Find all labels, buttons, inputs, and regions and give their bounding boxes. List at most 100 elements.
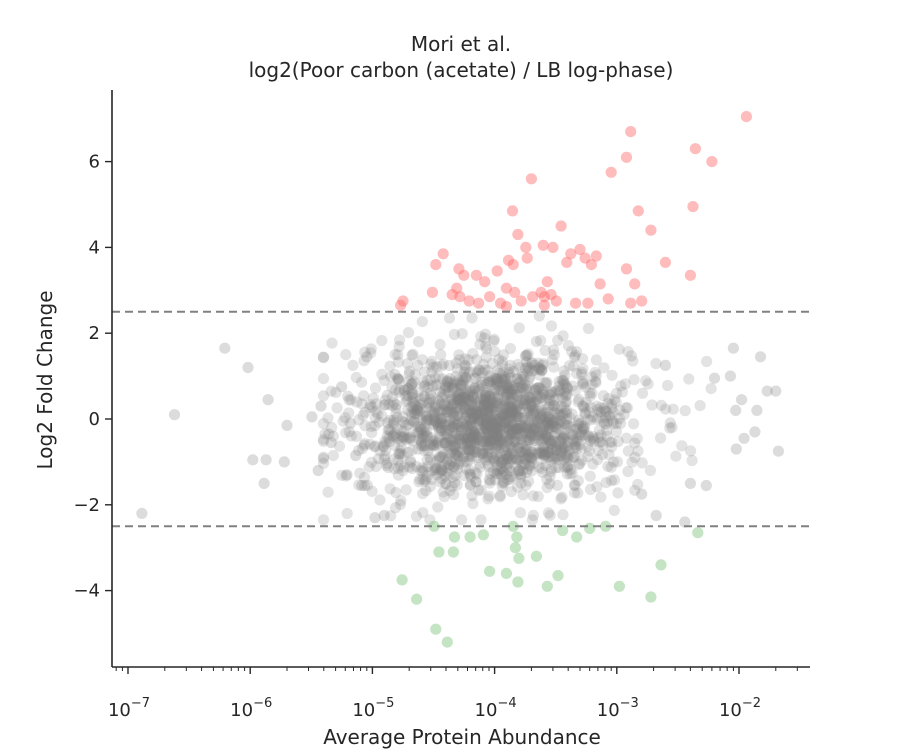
protein-point-neutral xyxy=(515,434,527,446)
protein-point-neutral xyxy=(566,345,578,357)
protein-point-neutral xyxy=(487,426,499,438)
protein-point-neutral xyxy=(344,417,356,429)
protein-point-neutral xyxy=(560,380,572,392)
protein-point-neutral xyxy=(667,403,679,415)
protein-point-down xyxy=(692,527,704,539)
protein-point-neutral xyxy=(477,447,489,459)
protein-point-neutral xyxy=(519,393,531,405)
protein-point-neutral xyxy=(522,348,534,360)
protein-point-neutral xyxy=(468,435,481,447)
protein-point-neutral xyxy=(475,376,487,388)
protein-point-neutral xyxy=(392,349,404,361)
protein-point-neutral xyxy=(566,467,578,479)
protein-point-up xyxy=(507,259,519,271)
protein-point-neutral xyxy=(502,452,514,464)
protein-point-neutral xyxy=(431,361,443,373)
protein-point-neutral xyxy=(470,372,482,384)
protein-point-neutral xyxy=(516,433,528,445)
protein-point-neutral xyxy=(392,356,404,368)
protein-point-neutral xyxy=(490,424,502,436)
protein-point-neutral xyxy=(379,394,391,406)
protein-point-neutral xyxy=(516,459,529,471)
protein-point-neutral xyxy=(505,406,518,418)
protein-point-neutral xyxy=(537,424,549,436)
protein-point-neutral xyxy=(434,431,446,443)
protein-point-neutral xyxy=(539,428,552,440)
protein-point-neutral xyxy=(483,447,495,459)
protein-point-neutral xyxy=(543,393,555,405)
protein-point-neutral xyxy=(424,387,436,400)
protein-point-neutral xyxy=(501,436,513,448)
protein-point-neutral xyxy=(358,471,371,483)
protein-point-neutral xyxy=(465,407,477,419)
protein-point-neutral xyxy=(481,425,493,437)
protein-point-neutral xyxy=(497,385,509,397)
protein-point-neutral xyxy=(482,401,494,414)
protein-point-neutral xyxy=(487,439,500,451)
protein-point-neutral xyxy=(576,426,588,438)
protein-point-neutral xyxy=(559,407,571,419)
protein-point-neutral xyxy=(497,477,509,489)
protein-point-neutral xyxy=(473,415,485,427)
protein-point-neutral xyxy=(505,359,517,371)
protein-point-neutral xyxy=(459,353,471,365)
protein-point-neutral xyxy=(312,464,324,477)
protein-point-neutral xyxy=(415,424,427,436)
protein-point-neutral xyxy=(523,373,535,385)
protein-point-neutral xyxy=(561,449,573,461)
protein-point-neutral xyxy=(545,320,558,332)
protein-point-neutral xyxy=(395,448,407,460)
protein-point-neutral xyxy=(389,348,401,361)
protein-point-neutral xyxy=(664,417,676,429)
protein-point-neutral xyxy=(323,428,335,440)
protein-point-neutral xyxy=(500,402,512,414)
protein-point-up xyxy=(500,301,512,313)
protein-point-neutral xyxy=(543,423,555,435)
protein-point-neutral xyxy=(430,463,442,475)
protein-point-neutral xyxy=(414,421,427,433)
protein-point-neutral xyxy=(480,423,492,435)
protein-point-neutral xyxy=(727,342,740,354)
protein-point-neutral xyxy=(582,413,594,425)
protein-point-neutral xyxy=(458,392,470,404)
protein-point-neutral xyxy=(521,349,533,362)
protein-point-neutral xyxy=(547,452,559,464)
protein-point-neutral xyxy=(492,374,504,386)
protein-point-neutral xyxy=(440,436,452,448)
protein-point-neutral xyxy=(522,418,534,430)
protein-point-neutral xyxy=(442,406,454,418)
protein-point-neutral xyxy=(347,359,359,371)
protein-point-neutral xyxy=(594,402,607,414)
protein-point-neutral xyxy=(440,478,453,490)
protein-point-neutral xyxy=(458,400,470,412)
protein-point-neutral xyxy=(553,380,565,392)
protein-point-neutral xyxy=(524,452,536,464)
protein-point-neutral xyxy=(523,459,535,471)
protein-point-neutral xyxy=(562,452,574,464)
protein-point-neutral xyxy=(517,368,529,380)
protein-point-neutral xyxy=(504,393,516,405)
protein-point-neutral xyxy=(489,427,501,439)
protein-point-neutral xyxy=(511,423,523,435)
protein-point-neutral xyxy=(404,455,416,467)
protein-point-neutral xyxy=(521,422,533,434)
protein-point-neutral xyxy=(406,408,418,420)
protein-point-neutral xyxy=(414,473,426,486)
protein-point-neutral xyxy=(568,479,581,491)
protein-point-neutral xyxy=(468,427,480,439)
protein-point-neutral xyxy=(397,431,409,443)
protein-point-neutral xyxy=(548,407,561,419)
protein-point-neutral xyxy=(521,440,533,452)
protein-point-neutral xyxy=(459,412,471,424)
protein-point-neutral xyxy=(490,442,502,454)
protein-point-neutral xyxy=(535,335,547,347)
protein-point-neutral xyxy=(471,434,483,446)
protein-point-neutral xyxy=(395,435,407,447)
protein-point-neutral xyxy=(462,443,474,456)
protein-point-neutral xyxy=(420,485,432,497)
protein-point-neutral xyxy=(462,443,474,455)
protein-point-neutral xyxy=(402,327,415,339)
protein-point-neutral xyxy=(516,380,528,392)
protein-point-neutral xyxy=(503,382,515,394)
protein-point-neutral xyxy=(485,420,497,432)
